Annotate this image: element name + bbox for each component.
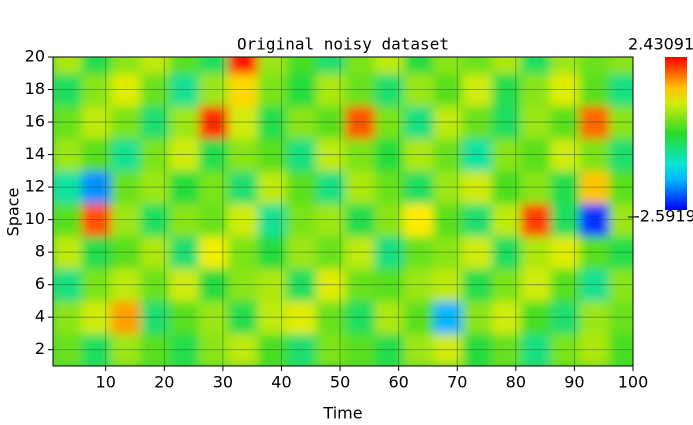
heatmap-cell xyxy=(111,57,142,74)
heatmap-cell xyxy=(169,57,200,74)
x-tick-label: 100 xyxy=(618,373,649,392)
heatmap-cell xyxy=(550,57,581,74)
heatmap-cell xyxy=(53,57,83,74)
y-tick-label: 8 xyxy=(35,242,45,261)
heatmap-cell xyxy=(491,57,523,74)
x-tick-label: 90 xyxy=(564,373,584,392)
plot-frame xyxy=(52,56,634,367)
heatmap-cell xyxy=(374,57,406,74)
heatmap-cell xyxy=(81,57,113,74)
x-axis-label: Time xyxy=(322,404,362,423)
y-tick-label: 6 xyxy=(35,274,45,293)
x-tick-label: 70 xyxy=(447,373,467,392)
heatmap-cell xyxy=(404,57,435,74)
y-tick-label: 14 xyxy=(25,144,45,163)
x-tick-label: 30 xyxy=(213,373,233,392)
x-tick-label: 10 xyxy=(96,373,116,392)
colorbar-max-label: 2.43091 xyxy=(628,35,693,54)
colorbar-min-label: -2.5919 xyxy=(634,207,693,226)
heatmap-cell xyxy=(316,57,347,74)
heatmap-cell xyxy=(462,57,493,74)
heatmap-cell xyxy=(521,57,552,74)
y-tick-label: 18 xyxy=(25,79,45,98)
heatmap-cell xyxy=(609,57,633,74)
x-tick-label: 60 xyxy=(388,373,408,392)
heatmap-cell xyxy=(579,57,611,74)
heatmap-cell xyxy=(228,57,259,74)
chart-title: Original noisy dataset xyxy=(237,35,449,54)
y-tick-label: 10 xyxy=(25,209,45,228)
heatmap-cell xyxy=(140,57,171,74)
y-tick-label: 4 xyxy=(35,307,45,326)
x-tick-label: 80 xyxy=(506,373,526,392)
y-tick-label: 16 xyxy=(25,112,45,131)
x-tick-label: 20 xyxy=(154,373,174,392)
x-tick-label: 50 xyxy=(330,373,350,392)
colorbar xyxy=(665,57,687,210)
y-tick-label: 2 xyxy=(35,339,45,358)
y-axis-label: Space xyxy=(4,188,23,237)
y-tick-label: 20 xyxy=(25,47,45,66)
axes: 10 20 30 40 50 60 70 80 90 100 2 4 6 8 10 12 14 16 18 20 xyxy=(25,47,649,392)
x-tick-label: 40 xyxy=(271,373,291,392)
heatmap-cell xyxy=(345,57,376,74)
heatmap-cell xyxy=(286,57,318,74)
heatmap-cell xyxy=(433,57,464,74)
heatmap-cell xyxy=(257,57,288,74)
y-tick-label: 12 xyxy=(25,177,45,196)
heatmap-cell xyxy=(198,57,230,74)
